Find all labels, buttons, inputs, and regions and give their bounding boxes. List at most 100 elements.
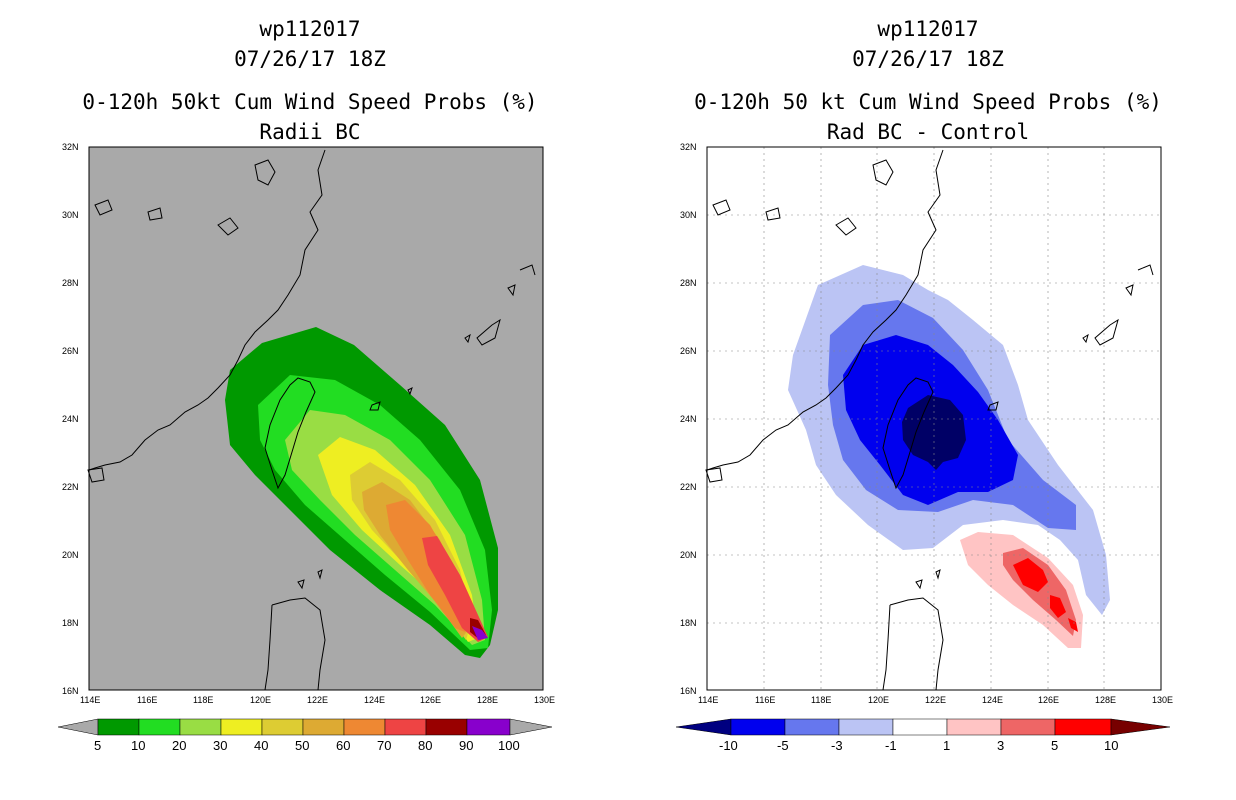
diff-pos5-contour-c bbox=[1068, 618, 1078, 632]
luzon-outline bbox=[882, 597, 944, 691]
left-coastline bbox=[87, 149, 536, 691]
colorbar-label: -5 bbox=[777, 738, 789, 753]
colorbar-swatch bbox=[466, 718, 511, 736]
colorbar-label: 20 bbox=[172, 738, 186, 753]
colorbar-swatch bbox=[425, 718, 468, 736]
colorbar-high-arrow bbox=[1110, 718, 1171, 736]
colorbar-swatch bbox=[1054, 718, 1112, 736]
colorbar-label: -10 bbox=[719, 738, 738, 753]
colorbar-swatch bbox=[179, 718, 222, 736]
prob-70-contour bbox=[422, 536, 488, 642]
left-map: 32N 30N 28N 26N 24N 22N 20N 18N 16N 114E… bbox=[57, 142, 555, 753]
colorbar-swatch bbox=[261, 718, 304, 736]
colorbar-swatch bbox=[97, 718, 140, 736]
colorbar-label: 90 bbox=[459, 738, 473, 753]
colorbar-swatch bbox=[138, 718, 181, 736]
lat-label: 30N bbox=[680, 210, 697, 220]
right-title-field: 0-120h 50 kt Cum Wind Speed Probs (%) bbox=[694, 90, 1162, 114]
lat-label: 28N bbox=[680, 278, 697, 288]
lon-label: 130E bbox=[1152, 695, 1173, 705]
lat-label: 18N bbox=[62, 618, 79, 628]
islands-small bbox=[915, 401, 999, 590]
lon-label: 118E bbox=[193, 695, 213, 705]
lon-label: 122E bbox=[925, 695, 946, 705]
colorbar-swatch bbox=[384, 718, 427, 736]
lat-label: 16N bbox=[680, 686, 697, 696]
islands-east bbox=[94, 159, 276, 236]
colorbar-label: 60 bbox=[336, 738, 350, 753]
lat-label: 24N bbox=[680, 414, 697, 424]
right-panel-title: wp112017 07/26/17 18Z 0-120h 50 kt Cum W… bbox=[618, 14, 1236, 147]
diff-pos5-contour-b bbox=[1050, 595, 1066, 618]
prob-60-contour bbox=[386, 500, 465, 632]
islands-east bbox=[712, 159, 894, 236]
lon-label: 124E bbox=[364, 695, 385, 705]
left-colorbar: 5 10 20 30 40 50 60 70 80 90 100 bbox=[57, 718, 553, 753]
colorbar-label: 40 bbox=[254, 738, 268, 753]
colorbar-swatch bbox=[946, 718, 1002, 736]
colorbar-label: 10 bbox=[1104, 738, 1118, 753]
lon-label: 126E bbox=[1038, 695, 1059, 705]
lon-label: 114E bbox=[698, 695, 718, 705]
lat-label: 28N bbox=[62, 278, 79, 288]
colorbar-label: 3 bbox=[997, 738, 1004, 753]
colorbar-swatch bbox=[892, 718, 948, 736]
left-title-storm: wp112017 bbox=[259, 17, 361, 41]
colorbar-swatch bbox=[220, 718, 263, 736]
lat-label: 20N bbox=[62, 550, 79, 560]
colorbar-swatch bbox=[343, 718, 386, 736]
right-title-date: 07/26/17 18Z bbox=[852, 47, 1004, 71]
lat-label: 22N bbox=[62, 482, 79, 492]
lon-label: 116E bbox=[137, 695, 157, 705]
right-gridlines bbox=[707, 147, 1161, 690]
right-title-sub: Rad BC - Control bbox=[826, 120, 1030, 144]
colorbar-label: 50 bbox=[295, 738, 309, 753]
colorbar-label: 1 bbox=[943, 738, 950, 753]
hainan-outline bbox=[705, 467, 723, 483]
colorbar-label: -3 bbox=[831, 738, 843, 753]
lon-label: 116E bbox=[755, 695, 775, 705]
lat-label: 18N bbox=[680, 618, 697, 628]
colorbar-label: 70 bbox=[377, 738, 391, 753]
taiwan-outline bbox=[264, 377, 316, 490]
left-title-field: 0-120h 50kt Cum Wind Speed Probs (%) bbox=[82, 90, 538, 114]
lat-label: 20N bbox=[680, 550, 697, 560]
left-prob-shading bbox=[225, 327, 498, 658]
luzon-outline bbox=[264, 597, 326, 691]
lat-label: 16N bbox=[62, 686, 79, 696]
lat-label: 32N bbox=[62, 142, 79, 152]
china-coastline bbox=[706, 149, 944, 471]
right-axis-ticks: 32N 30N 28N 26N 24N 22N 20N 18N 16N 114E… bbox=[680, 142, 1173, 705]
colorbar-label: -1 bbox=[885, 738, 897, 753]
colorbar-swatch bbox=[1000, 718, 1056, 736]
colorbar-swatch bbox=[730, 718, 786, 736]
hainan-outline bbox=[87, 467, 105, 483]
diff-neg10-contour bbox=[902, 395, 966, 470]
lon-label: 130E bbox=[534, 695, 555, 705]
taiwan-outline bbox=[882, 377, 934, 490]
colorbar-label: 10 bbox=[131, 738, 145, 753]
left-panel-title: wp112017 07/26/17 18Z 0-120h 50kt Cum Wi… bbox=[0, 14, 620, 147]
lon-label: 128E bbox=[1095, 695, 1116, 705]
china-coastline bbox=[88, 149, 326, 471]
colorbar-low-arrow bbox=[57, 718, 99, 736]
lon-label: 122E bbox=[307, 695, 328, 705]
colorbar-low-arrow bbox=[675, 718, 732, 736]
lat-label: 26N bbox=[680, 346, 697, 356]
lon-label: 126E bbox=[420, 695, 441, 705]
right-diff-shading bbox=[788, 265, 1110, 648]
colorbar-high-arrow bbox=[509, 718, 553, 736]
prob-90-contour bbox=[472, 626, 488, 640]
lat-label: 24N bbox=[62, 414, 79, 424]
diff-pos5-contour-a bbox=[1013, 558, 1048, 592]
lat-label: 22N bbox=[680, 482, 697, 492]
lon-label: 128E bbox=[477, 695, 498, 705]
right-colorbar: -10 -5 -3 -1 1 3 5 10 bbox=[675, 718, 1171, 753]
right-title-storm: wp112017 bbox=[877, 17, 979, 41]
colorbar-label: 80 bbox=[418, 738, 432, 753]
lat-label: 30N bbox=[62, 210, 79, 220]
islands-ryukyu bbox=[464, 264, 536, 346]
right-coastline bbox=[705, 149, 1154, 691]
lon-label: 114E bbox=[80, 695, 100, 705]
left-map-frame bbox=[88, 146, 544, 691]
